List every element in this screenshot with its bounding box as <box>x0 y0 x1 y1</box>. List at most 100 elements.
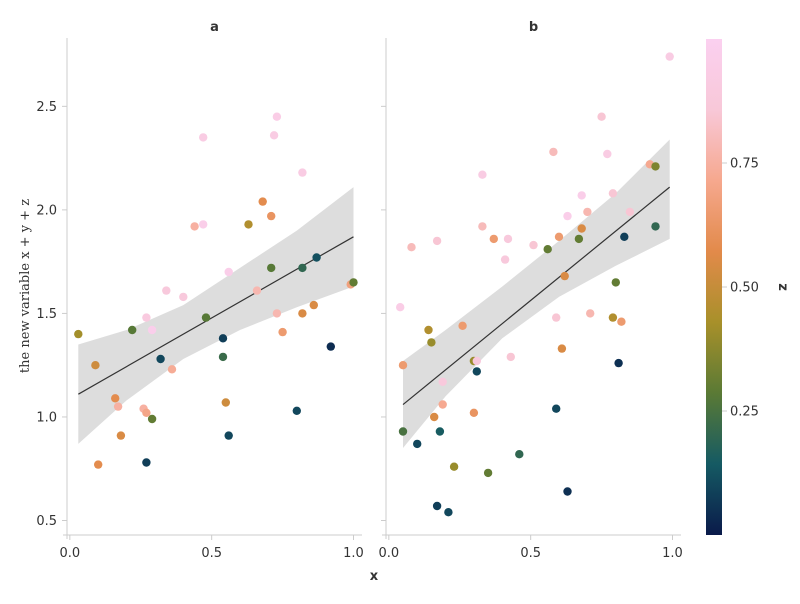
colorbar-tick-label: 0.50 <box>730 281 759 296</box>
data-point <box>597 112 606 121</box>
colorbar-label: z <box>775 283 790 291</box>
data-point <box>438 400 447 409</box>
y-tick-label: 1.0 <box>36 410 57 425</box>
data-point <box>156 354 165 364</box>
data-point <box>269 131 279 140</box>
y-tick-label: 2.5 <box>36 100 57 115</box>
data-point <box>478 170 487 179</box>
x-tick-label: 0.0 <box>378 546 399 561</box>
regression-line <box>402 186 671 406</box>
data-point <box>413 439 422 449</box>
data-point <box>190 222 199 231</box>
data-point <box>407 243 416 252</box>
colorbar-tick-label: 0.75 <box>730 157 759 172</box>
data-point <box>529 240 538 250</box>
data-point <box>272 309 282 318</box>
data-point <box>563 211 572 221</box>
data-point <box>278 327 287 337</box>
data-point <box>560 271 569 281</box>
data-point <box>506 352 515 362</box>
data-point <box>489 234 498 244</box>
data-point <box>552 313 561 322</box>
data-point <box>577 191 586 200</box>
data-point <box>244 220 253 229</box>
confidence-band <box>403 139 670 448</box>
data-point <box>224 431 233 440</box>
data-point <box>515 450 524 459</box>
data-point <box>424 325 433 335</box>
data-point <box>614 358 623 368</box>
data-point <box>665 52 674 61</box>
data-point <box>586 309 595 318</box>
x-axis-label: x <box>370 569 379 584</box>
data-point <box>620 232 629 241</box>
colorbar-gradient <box>706 39 722 535</box>
facet-b: b 0.0 0.5 1.0 <box>378 20 682 561</box>
data-point <box>557 344 567 353</box>
data-point <box>218 334 228 343</box>
data-point <box>438 377 447 386</box>
data-point <box>267 211 276 221</box>
data-point <box>503 234 513 244</box>
data-point <box>258 197 267 206</box>
x-tick-label: 1.0 <box>662 546 683 561</box>
data-point <box>444 508 453 517</box>
data-point <box>199 220 208 229</box>
data-point <box>167 365 177 374</box>
y-axis-label: the new variable x + y + z <box>18 199 33 373</box>
data-point <box>74 329 83 339</box>
data-point <box>116 431 126 440</box>
data-point <box>543 245 552 254</box>
data-point <box>199 133 208 142</box>
data-point <box>500 255 510 264</box>
data-point <box>94 460 103 469</box>
colorbar: z 0.25 0.50 0.75 <box>706 39 790 535</box>
data-point <box>554 232 564 241</box>
data-point <box>472 367 481 376</box>
data-point <box>142 313 151 322</box>
data-point <box>142 458 151 467</box>
data-point <box>349 278 358 287</box>
data-point <box>432 501 442 511</box>
data-point <box>608 313 618 322</box>
y-tick-label: 1.5 <box>36 307 57 322</box>
x-tick-label: 0.0 <box>59 546 80 561</box>
data-point <box>651 222 660 231</box>
data-point <box>252 286 262 295</box>
x-tick-label: 0.5 <box>520 546 541 561</box>
data-point <box>267 263 276 273</box>
data-point <box>298 168 307 177</box>
data-point <box>326 342 335 351</box>
data-point <box>309 300 318 310</box>
data-point <box>563 487 572 496</box>
data-point <box>435 427 445 436</box>
data-point <box>298 309 307 318</box>
colorbar-tick-label: 0.25 <box>730 405 759 420</box>
data-point <box>651 162 660 171</box>
data-point <box>147 414 157 424</box>
data-point <box>449 462 459 471</box>
data-point <box>312 253 321 262</box>
data-point <box>298 263 307 273</box>
data-point <box>611 278 620 287</box>
data-point <box>469 408 479 417</box>
data-point <box>224 267 233 277</box>
y-tick-label: 2.0 <box>36 203 57 218</box>
data-point <box>472 356 481 366</box>
data-point <box>292 406 301 415</box>
x-tick-label: 0.5 <box>201 546 222 561</box>
data-point <box>398 361 408 370</box>
data-point <box>142 408 151 417</box>
data-point <box>427 338 436 347</box>
data-point <box>458 321 467 330</box>
data-point <box>272 112 282 121</box>
x-tick-label: 1.0 <box>343 546 364 561</box>
regression-line <box>78 236 354 395</box>
data-point <box>603 149 612 159</box>
facet-title: b <box>529 20 538 35</box>
data-point <box>552 404 561 413</box>
data-point <box>128 325 137 335</box>
data-point <box>91 361 100 370</box>
